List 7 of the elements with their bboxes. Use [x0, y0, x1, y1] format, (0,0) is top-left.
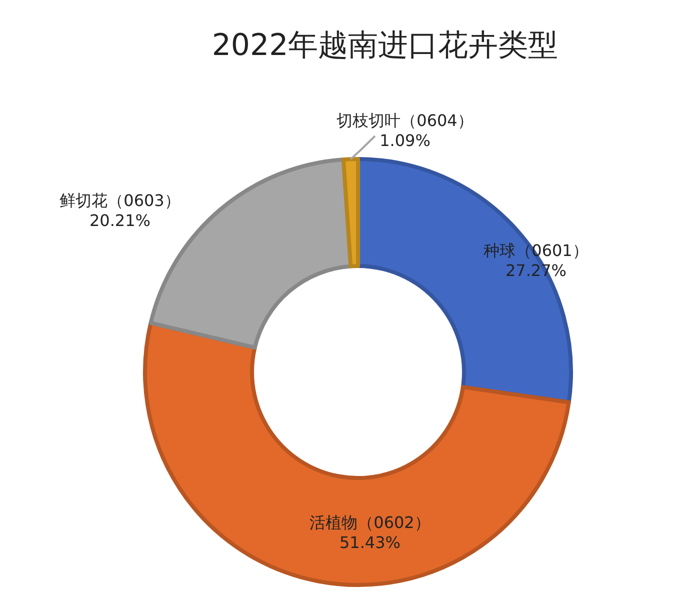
- data-label: 51.43%: [339, 533, 401, 552]
- chart-title: 2022年越南进口花卉类型: [212, 28, 558, 63]
- slice-label: 活植物（0602）: [310, 513, 430, 532]
- data-label: 1.09%: [380, 131, 430, 150]
- slice-label: 切枝切叶（0604）: [336, 111, 474, 130]
- data-label: 20.21%: [89, 211, 151, 230]
- slice-label: 鲜切花（0603）: [60, 191, 180, 210]
